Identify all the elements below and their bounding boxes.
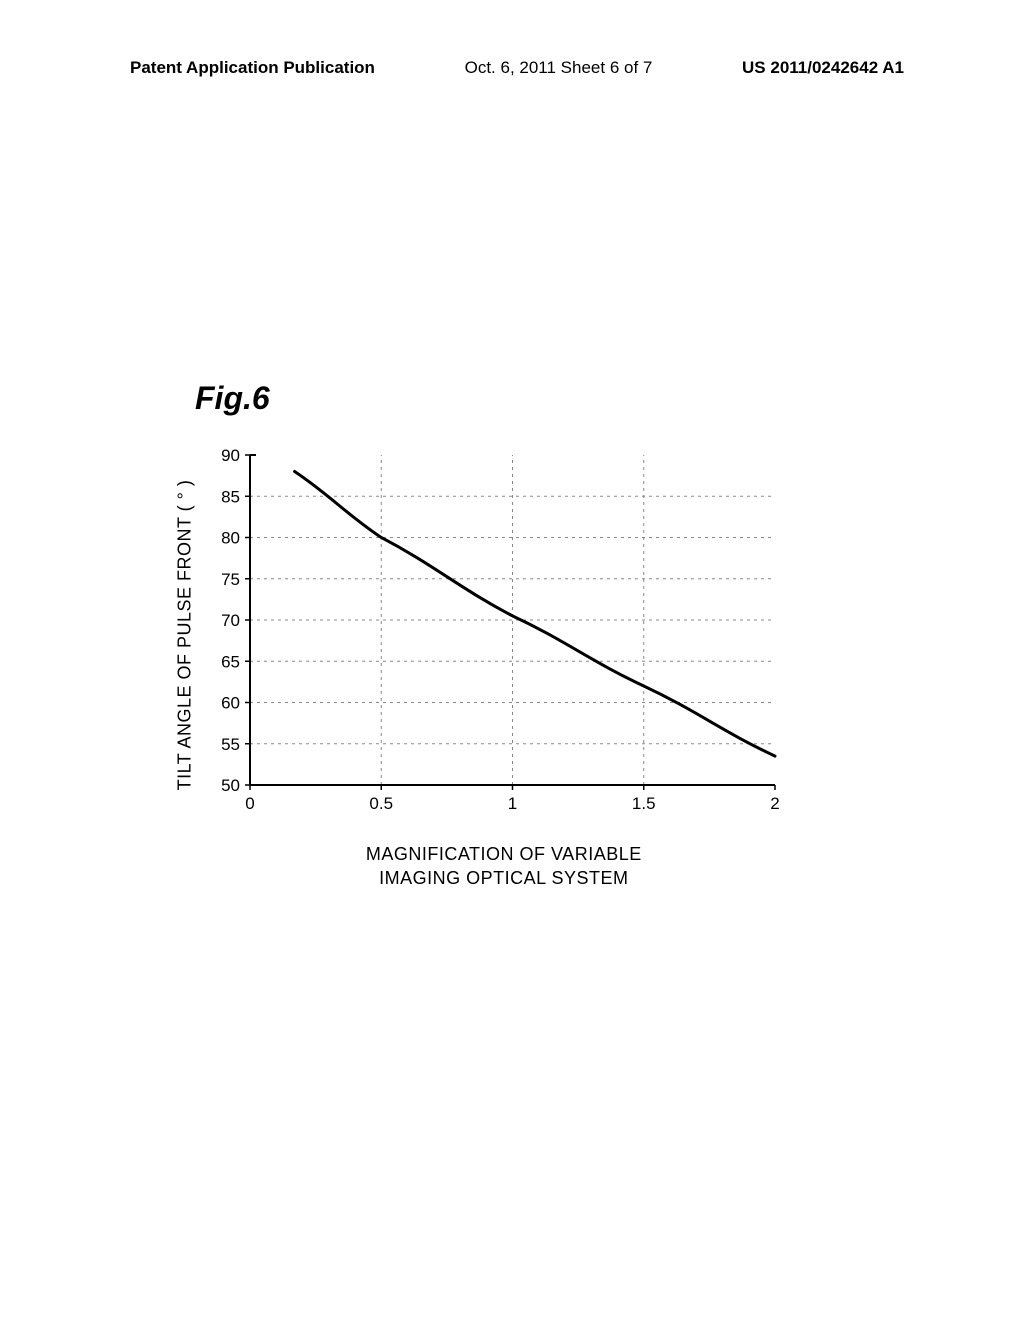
svg-text:50: 50 xyxy=(221,776,240,795)
chart-container: TILT ANGLE OF PULSE FRONT ( ° ) MAGNIFIC… xyxy=(195,445,785,825)
chart-ylabel: TILT ANGLE OF PULSE FRONT ( ° ) xyxy=(175,480,196,791)
publication-type: Patent Application Publication xyxy=(130,58,375,78)
svg-text:90: 90 xyxy=(221,446,240,465)
svg-text:55: 55 xyxy=(221,735,240,754)
svg-text:0: 0 xyxy=(245,794,254,813)
svg-text:2: 2 xyxy=(770,794,779,813)
svg-text:70: 70 xyxy=(221,611,240,630)
svg-text:85: 85 xyxy=(221,487,240,506)
svg-text:65: 65 xyxy=(221,652,240,671)
svg-text:60: 60 xyxy=(221,694,240,713)
svg-text:1.5: 1.5 xyxy=(632,794,656,813)
page-header: Patent Application Publication Oct. 6, 2… xyxy=(0,58,1024,78)
svg-text:0.5: 0.5 xyxy=(369,794,393,813)
xlabel-line2: IMAGING OPTICAL SYSTEM xyxy=(379,868,628,888)
xlabel-line1: MAGNIFICATION OF VARIABLE xyxy=(366,844,642,864)
svg-text:1: 1 xyxy=(508,794,517,813)
figure-label: Fig.6 xyxy=(195,380,270,417)
chart-xlabel: MAGNIFICATION OF VARIABLE IMAGING OPTICA… xyxy=(366,843,642,890)
line-chart: 50 55 60 65 70 75 80 85 90 0 0.5 1 1.5 2 xyxy=(195,445,785,825)
svg-text:80: 80 xyxy=(221,529,240,548)
svg-text:75: 75 xyxy=(221,570,240,589)
publication-date-sheet: Oct. 6, 2011 Sheet 6 of 7 xyxy=(465,58,653,78)
publication-number: US 2011/0242642 A1 xyxy=(742,58,904,78)
